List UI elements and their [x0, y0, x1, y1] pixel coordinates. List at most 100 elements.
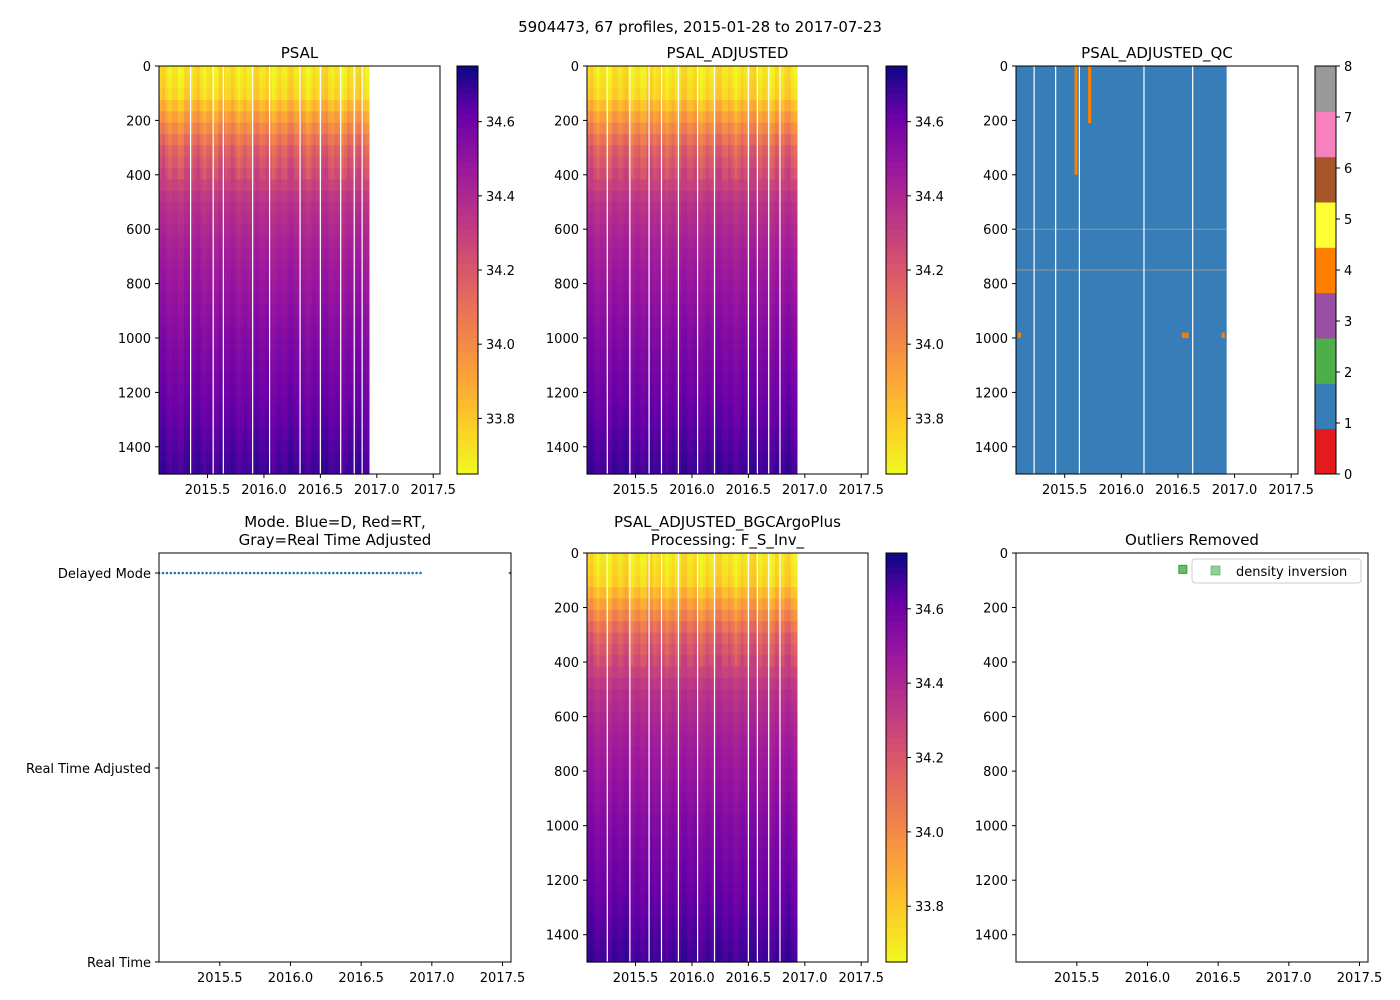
heatmap-cell [737, 372, 742, 384]
heatmap-cell [259, 88, 263, 101]
heatmap-cell [162, 462, 166, 475]
heatmap-cell [696, 270, 701, 282]
heatmap-cell [731, 394, 735, 407]
heatmap-cell [768, 258, 773, 271]
heatmap-cell [615, 134, 619, 146]
heatmap-cell [630, 326, 635, 339]
heatmap-cell [753, 360, 757, 373]
heatmap-cell [743, 122, 748, 135]
heatmap-cell [187, 383, 191, 396]
heatmap-cell [662, 440, 666, 452]
heatmap-cell [749, 406, 754, 418]
heatmap-cell [205, 122, 210, 135]
heatmap-cell [284, 190, 289, 203]
heatmap-cell [209, 122, 213, 135]
heatmap-cell [231, 122, 235, 135]
heatmap-cell [696, 145, 701, 158]
heatmap-cell [265, 88, 270, 101]
heatmap-cell [331, 406, 336, 418]
heatmap-cell [762, 315, 767, 328]
heatmap-cell [205, 281, 210, 294]
heatmap-cell [231, 224, 235, 237]
heatmap-cell [262, 440, 267, 452]
heatmap-cell [187, 304, 191, 316]
heatmap-cell [762, 440, 767, 452]
heatmap-cell [765, 451, 770, 464]
heatmap-cell [740, 179, 745, 192]
heatmap-cell [790, 428, 795, 441]
heatmap-cell [362, 281, 367, 294]
heatmap-cell [274, 145, 279, 158]
heatmap-cell [771, 247, 776, 260]
colorbar-segment [886, 378, 907, 387]
heatmap-cell [637, 428, 641, 441]
heatmap-cell [671, 66, 676, 78]
heatmap-cell [328, 111, 332, 124]
heatmap-cell [243, 100, 248, 112]
heatmap-cell [787, 281, 792, 294]
heatmap-cell [306, 224, 310, 237]
heatmap-cell [190, 270, 195, 282]
heatmap-cell [706, 281, 710, 294]
heatmap-cell [781, 236, 785, 248]
heatmap-cell [309, 360, 314, 373]
heatmap-cell [165, 179, 169, 192]
heatmap-cell [608, 383, 613, 396]
heatmap-cell [321, 315, 326, 328]
heatmap-cell [180, 258, 185, 271]
heatmap-cell [209, 292, 213, 305]
heatmap-cell [165, 213, 169, 226]
heatmap-cell [171, 338, 176, 350]
heatmap-cell [177, 66, 182, 78]
heatmap-cell [180, 315, 185, 328]
heatmap-cell [596, 258, 601, 271]
heatmap-cell [709, 428, 713, 441]
heatmap-cell [359, 179, 364, 192]
heatmap-cell [677, 247, 682, 260]
heatmap-cell [633, 190, 638, 203]
heatmap-cell [262, 428, 267, 441]
heatmap-cell [196, 156, 201, 169]
heatmap-cell [637, 281, 641, 294]
heatmap-cell [315, 168, 320, 180]
heatmap-cell [303, 202, 307, 214]
heatmap-cell [315, 451, 320, 464]
heatmap-cell [781, 179, 785, 192]
heatmap-cell [699, 168, 704, 180]
heatmap-cell [290, 451, 295, 464]
heatmap-cell [753, 349, 757, 362]
heatmap-cell [218, 360, 223, 373]
heatmap-cell [618, 451, 623, 464]
heatmap-cell [587, 451, 591, 464]
heatmap-cell [353, 66, 357, 78]
heatmap-cell [608, 451, 613, 464]
heatmap-cell [205, 417, 210, 430]
heatmap-cell [690, 428, 695, 441]
heatmap-cell [624, 360, 629, 373]
heatmap-cell [643, 236, 648, 248]
heatmap-cell [765, 406, 770, 418]
heatmap-cell [284, 179, 289, 192]
heatmap-cell [259, 338, 263, 350]
heatmap-cell [321, 122, 326, 135]
heatmap-cell [608, 168, 613, 180]
heatmap-cell [193, 122, 198, 135]
heatmap-cell [734, 213, 738, 226]
heatmap-cell [362, 77, 367, 90]
heatmap-cell [630, 270, 635, 282]
heatmap-cell [343, 338, 348, 350]
heatmap-cell [168, 111, 173, 124]
heatmap-cell [212, 326, 216, 339]
heatmap-cell [306, 394, 310, 407]
heatmap-cell [618, 406, 623, 418]
heatmap-cell [265, 66, 270, 78]
heatmap-cell [727, 77, 732, 90]
heatmap-cell [321, 168, 326, 180]
heatmap-cell [743, 281, 748, 294]
heatmap-cell [655, 417, 660, 430]
y-tick-label: 400 [554, 169, 579, 184]
heatmap-cell [668, 326, 673, 339]
heatmap-cell [177, 315, 182, 328]
heatmap-cell [709, 111, 713, 124]
heatmap-cell [274, 168, 279, 180]
